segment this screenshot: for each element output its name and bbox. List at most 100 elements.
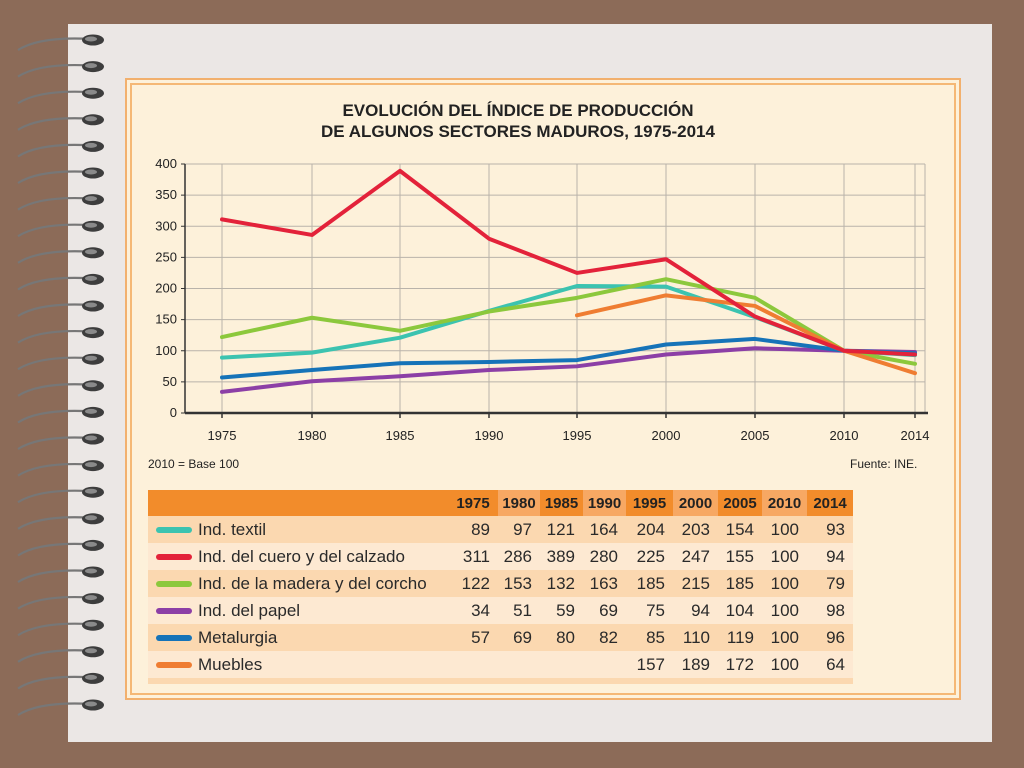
table-cell: 69 <box>583 597 626 624</box>
series-line <box>575 293 917 376</box>
legend-swatch <box>156 554 192 561</box>
y-tick-label: 350 <box>155 187 177 202</box>
table-cell: 85 <box>626 624 673 651</box>
legend-swatch <box>156 662 192 669</box>
table-cell: 164 <box>583 516 626 543</box>
table-row-label: Ind. del cuero y del calzado <box>148 543 448 570</box>
table-header-year: 2000 <box>673 490 718 516</box>
table-cell: 34 <box>448 597 498 624</box>
table-header-year: 2010 <box>762 490 807 516</box>
table-cell: 100 <box>762 624 807 651</box>
table-cell: 75 <box>626 597 673 624</box>
chart-title-line1: EVOLUCIÓN DEL ÍNDICE DE PRODUCCIÓN <box>342 101 694 120</box>
spiral-hole-highlight <box>85 382 97 388</box>
spiral-hole-highlight <box>85 515 97 521</box>
table-header-blank <box>148 490 448 516</box>
table-cell: 389 <box>540 543 583 570</box>
spiral-binding <box>17 34 104 716</box>
table-cell: 189 <box>673 651 718 678</box>
series-line <box>220 168 917 357</box>
table-cell: 185 <box>626 570 673 597</box>
spiral-hole-highlight <box>85 169 97 175</box>
series-name: Ind. de la madera y del corcho <box>198 573 427 593</box>
spiral-hole-highlight <box>85 116 97 122</box>
table-header-year: 1990 <box>583 490 626 516</box>
table-cell: 64 <box>807 651 853 678</box>
table-header-year: 1980 <box>498 490 540 516</box>
table-cell: 96 <box>807 624 853 651</box>
x-tick-label: 2014 <box>901 428 930 443</box>
table-cell: 59 <box>540 597 583 624</box>
spiral-hole-highlight <box>85 435 97 441</box>
table-cell: 132 <box>540 570 583 597</box>
spiral-hole-highlight <box>85 541 97 547</box>
table-header-year: 1975 <box>448 490 498 516</box>
y-tick-label: 200 <box>155 281 177 296</box>
table-cell: 286 <box>498 543 540 570</box>
spiral-hole-highlight <box>85 63 97 69</box>
table-cell: 185 <box>718 570 762 597</box>
table-cell: 100 <box>762 651 807 678</box>
table-cell <box>540 651 583 678</box>
spiral-hole-highlight <box>85 595 97 601</box>
x-tick-label: 1995 <box>563 428 592 443</box>
table-cell: 122 <box>448 570 498 597</box>
table-row-label: Muebles <box>148 651 448 678</box>
legend-swatch <box>156 527 192 534</box>
table-cell: 100 <box>762 570 807 597</box>
spiral-hole-highlight <box>85 408 97 414</box>
table-cell: 121 <box>540 516 583 543</box>
table-cell <box>498 651 540 678</box>
spiral-hole-highlight <box>85 329 97 335</box>
x-tick-label: 1990 <box>475 428 504 443</box>
table-cell: 311 <box>448 543 498 570</box>
series-line <box>220 336 917 380</box>
spiral-hole-highlight <box>85 674 97 680</box>
x-tick-label: 2010 <box>830 428 859 443</box>
spiral-hole-highlight <box>85 488 97 494</box>
series-name: Ind. textil <box>198 519 267 539</box>
table-cell: 79 <box>807 570 853 597</box>
table-cell: 57 <box>448 624 498 651</box>
spiral-hole-highlight <box>85 355 97 361</box>
table-cell: 94 <box>673 597 718 624</box>
table-cell: 153 <box>498 570 540 597</box>
spiral-hole-highlight <box>85 142 97 148</box>
table-cell: 97 <box>498 516 540 543</box>
table-cell: 69 <box>498 624 540 651</box>
y-tick-label: 100 <box>155 343 177 358</box>
table-cell: 203 <box>673 516 718 543</box>
table-cell: 225 <box>626 543 673 570</box>
series-name: Metalurgia <box>198 627 278 647</box>
x-tick-label: 2000 <box>652 428 681 443</box>
table-row: Ind. textil 89 97 121 164 204 203 154 100 93 <box>148 516 853 543</box>
table-cell: 100 <box>762 597 807 624</box>
table-cell: 82 <box>583 624 626 651</box>
y-tick-label: 250 <box>155 249 177 264</box>
table-cell: 215 <box>673 570 718 597</box>
table-cell <box>583 651 626 678</box>
series-name: Muebles <box>198 654 263 674</box>
spiral-hole-highlight <box>85 249 97 255</box>
table-cell: 100 <box>762 516 807 543</box>
table-cell: 51 <box>498 597 540 624</box>
chart-title: EVOLUCIÓN DEL ÍNDICE DE PRODUCCIÓN DE AL… <box>130 100 956 142</box>
spiral-hole-highlight <box>85 89 97 95</box>
y-tick-label: 400 <box>155 156 177 171</box>
plot-area: 0 50 100 150 200 250 300 350 400 1975 1980 1985 1990… <box>155 156 929 443</box>
table-cell: 110 <box>673 624 718 651</box>
table-cell: 155 <box>718 543 762 570</box>
table-cell: 80 <box>540 624 583 651</box>
table-row: Muebles 157 189 172 100 64 <box>148 651 853 678</box>
spiral-hole-highlight <box>85 648 97 654</box>
x-tick-label: 1980 <box>298 428 327 443</box>
table-header-year: 2005 <box>718 490 762 516</box>
table-cell: 94 <box>807 543 853 570</box>
spiral-hole-highlight <box>85 222 97 228</box>
table-cell: 204 <box>626 516 673 543</box>
spiral-hole-highlight <box>85 462 97 468</box>
table-header-row: 1975 1980 1985 1990 1995 2000 2005 2010 2014 <box>148 490 853 516</box>
chart-title-line2: DE ALGUNOS SECTORES MADUROS, 1975-2014 <box>321 122 715 141</box>
legend-swatch <box>156 581 192 588</box>
